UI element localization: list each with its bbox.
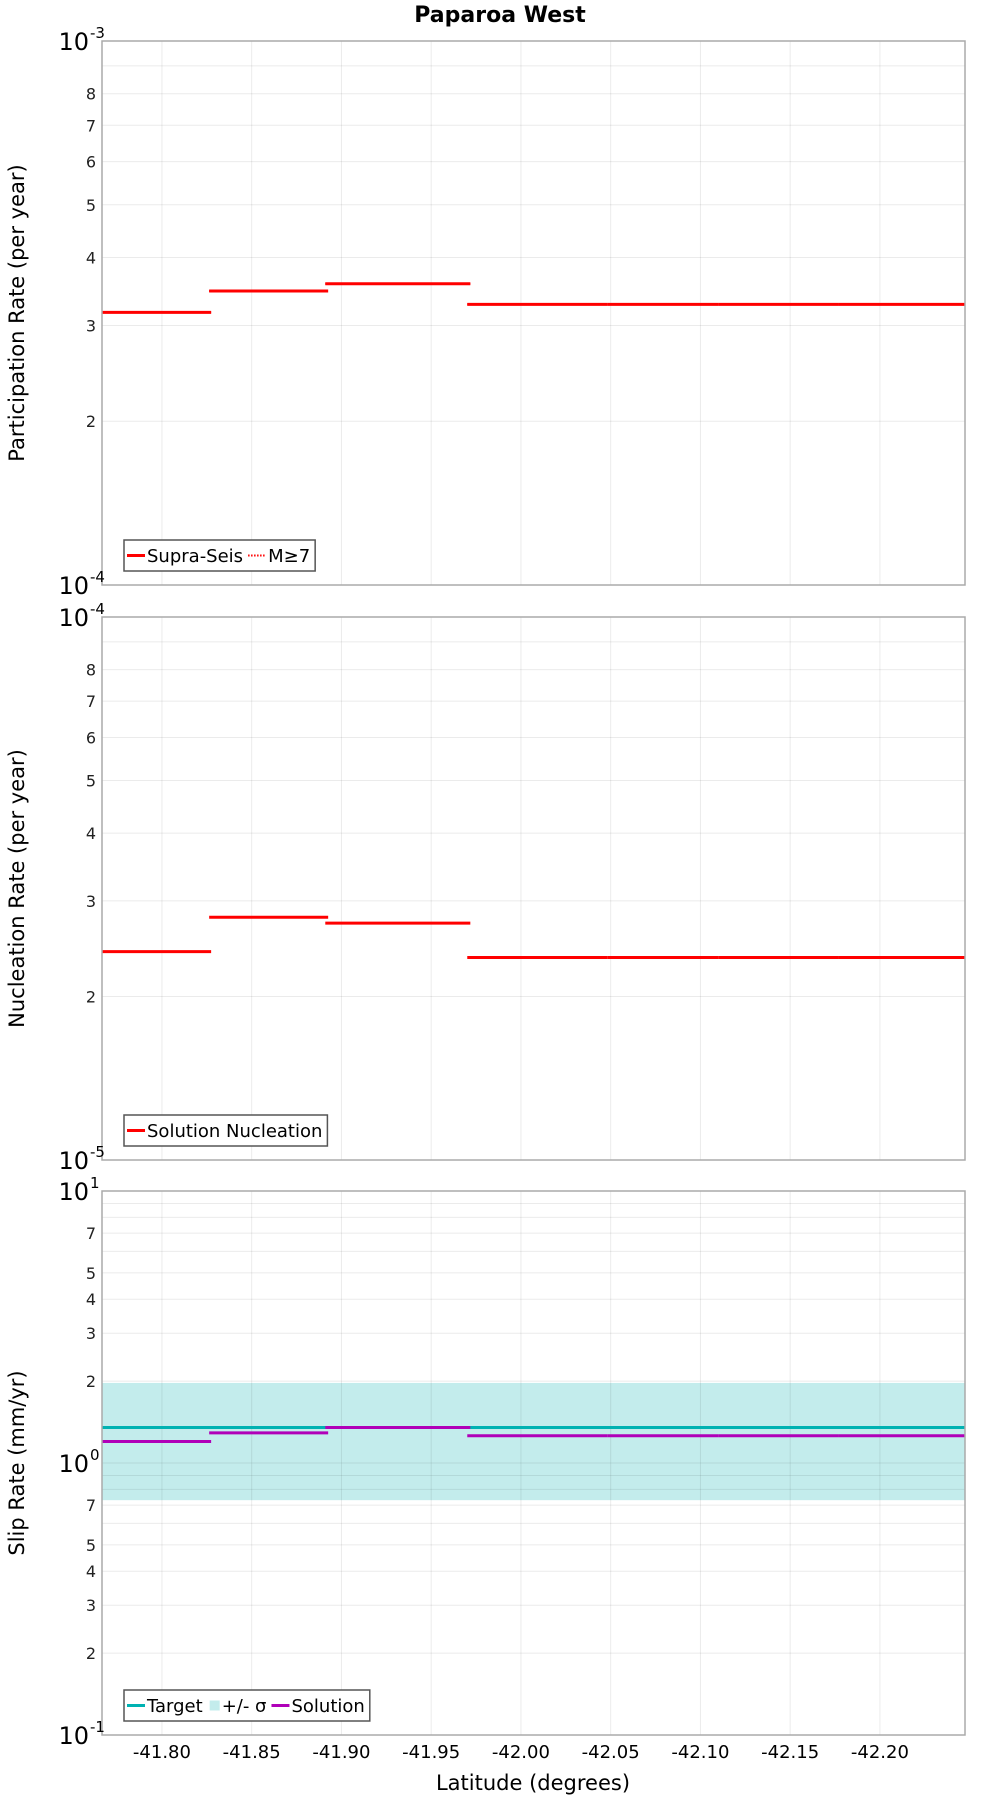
y-major-tick-exponent: -1 — [90, 1718, 105, 1736]
y-tick-label: 7 — [86, 692, 96, 711]
legend-item: Solution — [271, 1696, 365, 1717]
y-tick-label: 6 — [86, 728, 96, 747]
x-tick-label: -41.80 — [133, 1742, 191, 1763]
y-tick-label: 3 — [86, 1324, 96, 1343]
plot-border — [101, 40, 966, 586]
y-tick-label: 8 — [86, 85, 96, 104]
x-axis-ticks: -41.80 -41.85 -41.90 -41.95 -42.00 -42.05 -42.… — [133, 1742, 909, 1763]
y-tick-label: 3 — [86, 316, 96, 335]
y-tick-label: 2 — [86, 988, 96, 1007]
legend-label: M≥7 — [268, 546, 310, 567]
y-major-tick-exponent: -4 — [90, 600, 105, 618]
y-major-tick-label: 10 — [58, 1722, 89, 1750]
legend: Supra-Seis M≥7 — [123, 539, 316, 572]
x-axis-label: Latitude (degrees) — [436, 1771, 630, 1795]
y-tick-label: 5 — [86, 1264, 96, 1283]
legend-label: Solution — [291, 1696, 364, 1717]
x-tick-label: -42.00 — [492, 1742, 550, 1763]
x-tick-label: -42.05 — [582, 1742, 640, 1763]
legend-item: Solution Nucleation — [127, 1121, 322, 1142]
legend-box — [123, 539, 316, 572]
y-tick-label: 5 — [86, 771, 96, 790]
series-solution — [102, 1426, 965, 1443]
legend-item: Supra-Seis — [127, 546, 243, 567]
y-major-tick-exponent: -3 — [90, 24, 105, 42]
legend: Solution Nucleation — [123, 1114, 329, 1147]
legend: Target +/- σ Solution — [123, 1689, 371, 1722]
x-tick-label: -41.85 — [223, 1742, 281, 1763]
legend-box — [123, 1114, 329, 1147]
x-tick-label: -42.15 — [761, 1742, 819, 1763]
x-tick-label: -41.90 — [312, 1742, 370, 1763]
plot-border — [101, 1190, 966, 1736]
series-m-7 — [102, 282, 965, 314]
legend-label: Target — [146, 1696, 203, 1717]
legend-label: +/- σ — [222, 1696, 267, 1717]
y-major-tick-label: 10 — [58, 1147, 89, 1175]
legend-box — [123, 1689, 371, 1722]
y-tick-label: 5 — [86, 1536, 96, 1555]
y-tick-label: 5 — [86, 196, 96, 215]
series-solution-nucleation — [102, 915, 965, 960]
sigma-band — [102, 1382, 965, 1501]
y-tick-label: 2 — [86, 1372, 96, 1391]
legend-item: M≥7 — [248, 546, 310, 567]
y-major-tick-label: 10 — [58, 604, 89, 632]
x-tick-label: -41.95 — [402, 1742, 460, 1763]
y-major-tick-exponent: -5 — [90, 1143, 105, 1161]
legend-label: Solution Nucleation — [147, 1121, 322, 1142]
y-tick-label: 3 — [86, 1596, 96, 1615]
y-tick-label: 4 — [86, 1562, 96, 1581]
y-axis-label: Nucleation Rate (per year) — [5, 749, 29, 1028]
y-tick-label: 2 — [86, 412, 96, 431]
y-major-tick-exponent: 0 — [90, 1446, 100, 1464]
y-major-tick-label: 10 — [58, 1178, 89, 1206]
legend-item: +/- σ — [209, 1696, 267, 1717]
y-tick-label: 6 — [86, 153, 96, 172]
y-tick-label: 8 — [86, 661, 96, 680]
legend-label: Supra-Seis — [147, 546, 243, 567]
y-axis-label: Participation Rate (per year) — [5, 164, 29, 461]
plot-area — [102, 617, 965, 1160]
y-axis-label: Slip Rate (mm/yr) — [5, 1370, 29, 1555]
y-major-tick-label: 10 — [58, 572, 89, 600]
y-tick-label: 7 — [86, 1496, 96, 1515]
y-major-tick-exponent: -4 — [90, 568, 105, 586]
y-tick-label: 4 — [86, 824, 96, 843]
y-tick-label: 7 — [86, 1224, 96, 1243]
y-tick-label: 2 — [86, 1644, 96, 1663]
y-tick-label: 4 — [86, 1290, 96, 1309]
y-tick-label: 7 — [86, 116, 96, 135]
y-major-tick-exponent: 1 — [90, 1174, 100, 1192]
y-major-tick-label: 10 — [58, 28, 89, 56]
chart-title: Paparoa West — [414, 3, 586, 28]
x-tick-label: -42.20 — [851, 1742, 909, 1763]
plot-area — [102, 41, 965, 585]
legend-swatch-icon — [209, 1700, 220, 1711]
y-major-tick-label: 10 — [58, 1450, 89, 1478]
x-tick-label: -42.10 — [671, 1742, 729, 1763]
y-tick-label: 3 — [86, 892, 96, 911]
legend-item: Target — [127, 1696, 203, 1717]
plot-border — [101, 616, 966, 1161]
y-tick-label: 4 — [86, 248, 96, 267]
